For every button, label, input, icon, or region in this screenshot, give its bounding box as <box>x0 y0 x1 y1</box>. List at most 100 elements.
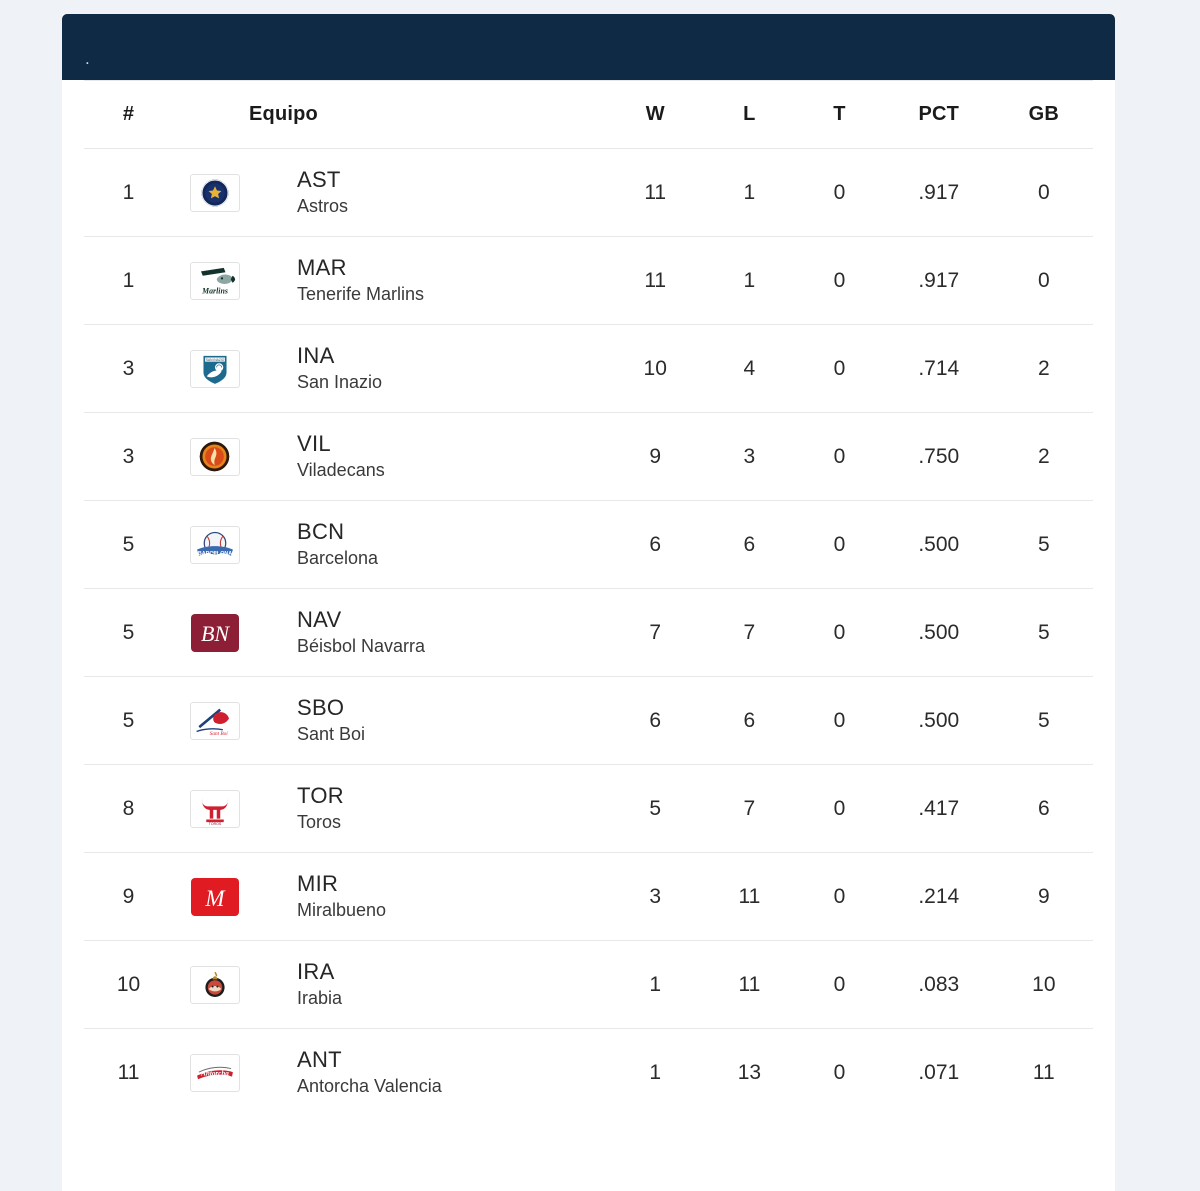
row-losses: 7 <box>702 588 796 677</box>
row-team[interactable]: IRA Irabia <box>172 940 608 1029</box>
team-logo-box: Antorcha <box>189 1053 241 1093</box>
miralbueno-logo: M <box>190 877 240 916</box>
team-logo-box: SAN INAZIO <box>189 349 241 389</box>
table-row[interactable]: 11 Antorcha ANT Antorcha Valencia 1 13 0 .071… <box>84 1029 1093 1117</box>
team-logo-box: Marlins <box>189 261 241 301</box>
svg-text:BN: BN <box>201 621 230 646</box>
row-rank: 5 <box>84 588 173 677</box>
viladecans-logo <box>189 437 240 476</box>
team-name: Tenerife Marlins <box>296 283 425 304</box>
team-cell[interactable]: BARCELONA BCN Barcelona <box>173 519 608 571</box>
column-header-losses[interactable]: L <box>702 80 796 149</box>
team-cell[interactable]: TOROS TOR Toros <box>173 783 608 835</box>
row-gb: 10 <box>994 940 1093 1029</box>
table-row[interactable]: 5 BARCELONA BCN Barcelona 6 6 0.500 5 <box>84 500 1093 589</box>
team-name: Irabia <box>296 987 343 1008</box>
row-gb: 2 <box>994 324 1093 413</box>
row-ties: 0 <box>795 588 883 677</box>
row-team[interactable]: TOROS TOR Toros <box>172 764 608 853</box>
team-names: INA San Inazio <box>297 343 382 395</box>
team-logo-box <box>189 173 241 213</box>
team-cell[interactable]: M MIR Miralbueno <box>173 871 608 923</box>
row-losses: 6 <box>702 676 796 765</box>
team-names: MIR Miralbueno <box>297 871 386 923</box>
team-logo-box: TOROS <box>189 789 241 829</box>
row-team[interactable]: Marlins MAR Tenerife Marlins <box>172 236 608 325</box>
team-abbr: IRA <box>296 958 335 984</box>
row-ties: 0 <box>795 500 883 589</box>
team-cell[interactable]: Sant Boi SBO Sant Boi <box>173 695 608 747</box>
row-wins: 7 <box>607 588 703 677</box>
row-pct: .714 <box>882 324 995 413</box>
team-abbr: ANT <box>296 1046 342 1072</box>
row-pct: .917 <box>882 148 995 237</box>
row-rank: 11 <box>117 1060 140 1084</box>
team-cell[interactable]: SAN INAZIO INA San Inazio <box>173 343 608 395</box>
svg-text:TOROS: TOROS <box>209 821 222 825</box>
row-losses: 13 <box>737 1060 762 1084</box>
marlins-logo: Marlins <box>189 261 240 300</box>
team-names: TOR Toros <box>297 783 344 835</box>
row-rank: 5 <box>84 676 173 765</box>
table-row[interactable]: 10 IRA Irabia 1 11 0.083 10 <box>84 940 1093 1029</box>
column-header-rank[interactable]: # <box>84 80 173 149</box>
standings-table: # Equipo W L T PCT GB 1 AST Astros 11 1 0.91… <box>84 80 1093 1117</box>
table-row[interactable]: 1 Marlins MAR Tenerife Marlins 11 1 0.917 0 <box>84 236 1093 325</box>
team-name: Sant Boi <box>296 723 366 744</box>
table-row[interactable]: 1 AST Astros 11 1 0.917 0 <box>84 148 1093 237</box>
table-header-row: # Equipo W L T PCT GB <box>84 80 1093 149</box>
row-pct: .750 <box>882 412 995 501</box>
team-logo-box: M <box>189 877 241 917</box>
column-header-team[interactable]: Equipo <box>172 80 608 149</box>
row-rank: 3 <box>84 324 173 413</box>
toros-logo: TOROS <box>189 789 240 828</box>
standings-table-wrapper: # Equipo W L T PCT GB 1 AST Astros 11 1 0.91… <box>62 80 1115 1117</box>
team-names: IRA Irabia <box>297 959 342 1011</box>
team-names: MAR Tenerife Marlins <box>297 255 424 307</box>
row-team[interactable]: Sant Boi SBO Sant Boi <box>172 676 608 765</box>
team-abbr: VIL <box>296 430 331 456</box>
row-team[interactable]: BN NAV Béisbol Navarra <box>172 588 608 677</box>
table-body: 1 AST Astros 11 1 0.917 0 1 Marlins MAR Tenerif… <box>84 148 1093 1117</box>
row-losses: 11 <box>702 852 796 941</box>
team-cell[interactable]: Antorcha ANT Antorcha Valencia <box>173 1047 608 1099</box>
row-wins: 1 <box>607 940 703 1029</box>
column-header-wins[interactable]: W <box>607 80 703 149</box>
column-header-ties[interactable]: T <box>795 80 883 149</box>
team-cell[interactable]: AST Astros <box>173 167 608 219</box>
row-rank: 1 <box>84 148 173 237</box>
team-cell[interactable]: IRA Irabia <box>173 959 608 1011</box>
table-row[interactable]: 9 M MIR Miralbueno 3 11 0.214 9 <box>84 852 1093 941</box>
table-row[interactable]: 3 VIL Viladecans 9 3 0.750 2 <box>84 412 1093 501</box>
column-header-gb[interactable]: GB <box>994 80 1093 149</box>
row-team[interactable]: SAN INAZIO INA San Inazio <box>172 324 608 413</box>
team-cell[interactable]: BN NAV Béisbol Navarra <box>173 607 608 659</box>
row-team[interactable]: Antorcha ANT Antorcha Valencia <box>173 1029 608 1117</box>
table-row[interactable]: 3 SAN INAZIO INA San Inazio 10 4 0.714 2 <box>84 324 1093 413</box>
team-cell[interactable]: VIL Viladecans <box>173 431 608 483</box>
team-name: Barcelona <box>296 547 379 568</box>
card-header-bar: . <box>62 14 1115 80</box>
row-gb: 5 <box>994 500 1093 589</box>
table-row[interactable]: 5 Sant Boi SBO Sant Boi 6 6 0.500 5 <box>84 676 1093 765</box>
team-abbr: TOR <box>296 782 344 808</box>
team-logo-box: BARCELONA <box>189 525 241 565</box>
row-team[interactable]: VIL Viladecans <box>172 412 608 501</box>
team-abbr: BCN <box>296 518 345 544</box>
row-pct: .500 <box>882 588 995 677</box>
team-logo-box <box>189 965 241 1005</box>
team-logo-box: Sant Boi <box>189 701 241 741</box>
row-wins: 3 <box>607 852 703 941</box>
row-ties: 0 <box>833 1060 846 1084</box>
team-names: SBO Sant Boi <box>297 695 365 747</box>
table-row[interactable]: 5 BN NAV Béisbol Navarra 7 7 0.500 5 <box>84 588 1093 677</box>
team-cell[interactable]: Marlins MAR Tenerife Marlins <box>173 255 608 307</box>
row-team[interactable]: M MIR Miralbueno <box>172 852 608 941</box>
column-header-pct[interactable]: PCT <box>882 80 995 149</box>
team-abbr: MIR <box>296 870 339 896</box>
row-team[interactable]: AST Astros <box>172 148 608 237</box>
team-names: VIL Viladecans <box>297 431 385 483</box>
row-team[interactable]: BARCELONA BCN Barcelona <box>172 500 608 589</box>
table-row[interactable]: 8 TOROS TOR Toros 5 7 0.417 6 <box>84 764 1093 853</box>
